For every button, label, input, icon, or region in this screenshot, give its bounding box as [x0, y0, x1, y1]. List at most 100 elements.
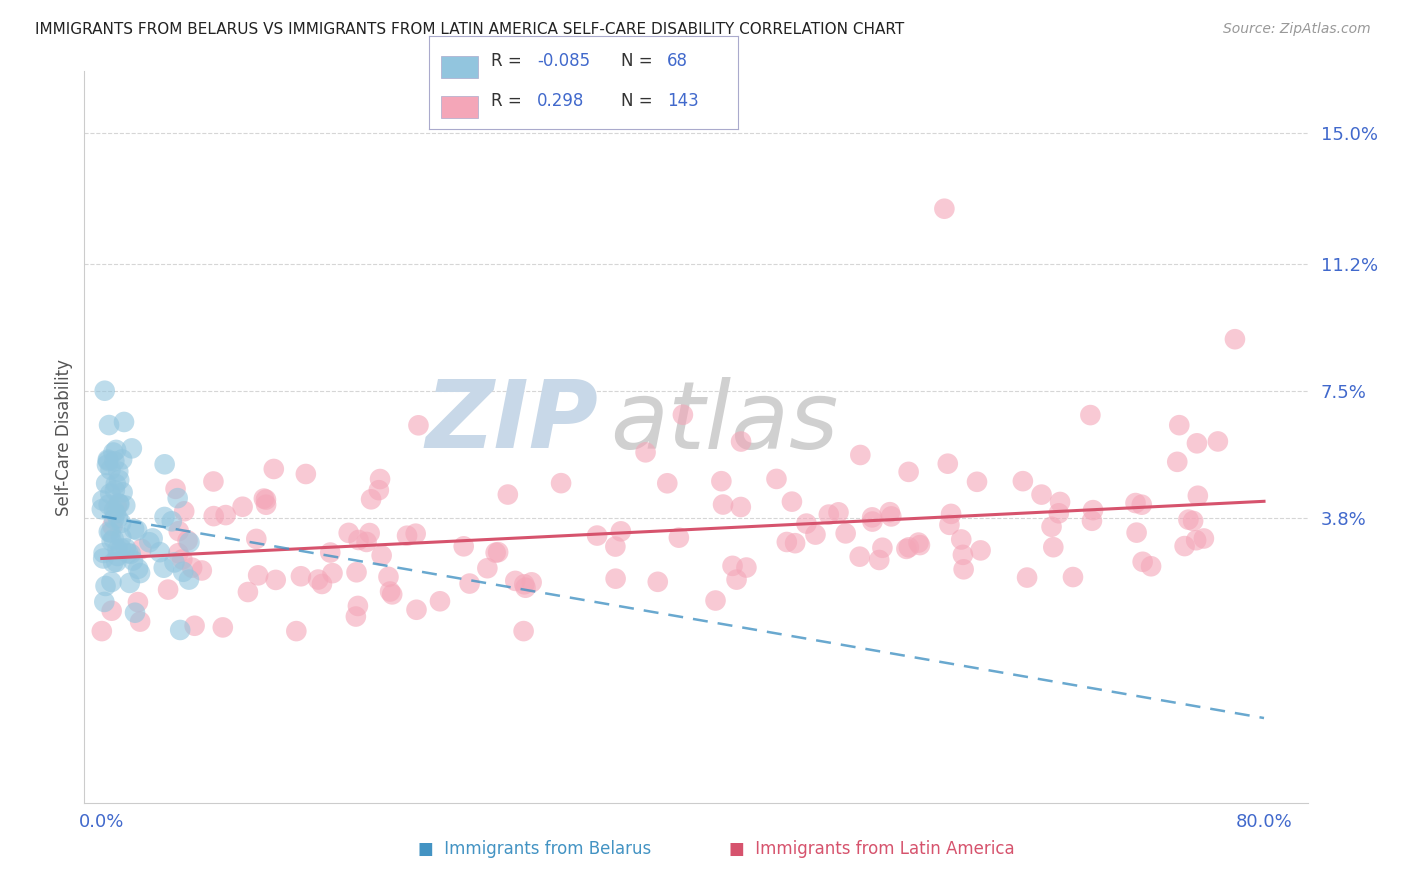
Point	[785, 536, 807, 550]
Point	[93, 546, 115, 560]
Point	[776, 535, 799, 549]
Point	[725, 573, 748, 587]
Point	[97, 498, 120, 512]
Point	[503, 574, 526, 588]
Point	[515, 581, 537, 595]
Point	[111, 452, 134, 467]
Point	[868, 553, 890, 567]
Point	[520, 575, 543, 590]
Point	[104, 477, 127, 491]
Point	[477, 561, 499, 575]
Point	[167, 546, 190, 560]
Point	[381, 587, 404, 601]
Point	[1049, 495, 1071, 509]
Text: R =: R =	[491, 92, 522, 111]
Point	[704, 593, 727, 607]
Text: N =: N =	[620, 92, 652, 111]
Point	[950, 533, 973, 547]
Point	[121, 442, 143, 456]
Point	[202, 509, 225, 524]
Point	[129, 566, 152, 580]
Point	[100, 534, 122, 549]
Point	[98, 486, 121, 500]
Point	[114, 541, 136, 556]
Point	[176, 533, 198, 548]
Point	[672, 408, 695, 422]
Text: 68: 68	[666, 52, 688, 70]
Point	[1223, 332, 1246, 346]
Point	[118, 575, 141, 590]
Point	[827, 505, 849, 519]
Point	[496, 487, 519, 501]
Point	[152, 560, 174, 574]
Point	[169, 623, 191, 637]
Point	[100, 574, 122, 589]
Point	[100, 604, 122, 618]
Point	[605, 572, 627, 586]
Point	[486, 545, 509, 559]
Point	[730, 500, 752, 514]
Point	[290, 569, 312, 583]
Text: ■  Immigrants from Latin America: ■ Immigrants from Latin America	[728, 840, 1015, 858]
Point	[94, 579, 117, 593]
Point	[110, 516, 132, 530]
Point	[107, 549, 129, 563]
Point	[605, 540, 627, 554]
Point	[1080, 408, 1102, 422]
Point	[634, 445, 657, 459]
Point	[1187, 489, 1209, 503]
Point	[1192, 532, 1215, 546]
Point	[285, 624, 308, 639]
Point	[936, 457, 959, 471]
Point	[211, 620, 233, 634]
Point	[108, 497, 131, 511]
Point	[405, 603, 427, 617]
Point	[108, 473, 131, 487]
Point	[780, 494, 803, 508]
Point	[368, 472, 391, 486]
Point	[177, 573, 200, 587]
Point	[103, 503, 125, 517]
Point	[377, 570, 399, 584]
Point	[1168, 418, 1191, 433]
Point	[908, 538, 931, 552]
Point	[153, 510, 176, 524]
Point	[120, 547, 142, 561]
Point	[804, 527, 827, 541]
Point	[647, 574, 669, 589]
Point	[730, 434, 752, 449]
Point	[896, 541, 918, 556]
Point	[1015, 571, 1038, 585]
Point	[110, 541, 132, 556]
Point	[848, 549, 870, 564]
Point	[307, 573, 329, 587]
Point	[181, 560, 204, 574]
Point	[711, 498, 734, 512]
Point	[1182, 514, 1205, 528]
Point	[105, 500, 128, 514]
Point	[1125, 525, 1147, 540]
Point	[214, 508, 236, 522]
Point	[849, 448, 872, 462]
Point	[295, 467, 318, 481]
Point	[100, 525, 122, 540]
Point	[97, 452, 120, 467]
Point	[245, 532, 267, 546]
Point	[263, 462, 285, 476]
Point	[710, 474, 733, 488]
Point	[880, 509, 903, 524]
Point	[1031, 487, 1053, 501]
Point	[131, 541, 153, 556]
Point	[114, 499, 136, 513]
Point	[938, 517, 960, 532]
Point	[907, 535, 929, 549]
Point	[94, 476, 117, 491]
Point	[817, 508, 839, 522]
Point	[860, 510, 883, 524]
Point	[127, 524, 149, 538]
Point	[96, 458, 118, 472]
Point	[157, 582, 180, 597]
Point	[98, 418, 121, 433]
Point	[149, 545, 172, 559]
Point	[138, 535, 160, 549]
